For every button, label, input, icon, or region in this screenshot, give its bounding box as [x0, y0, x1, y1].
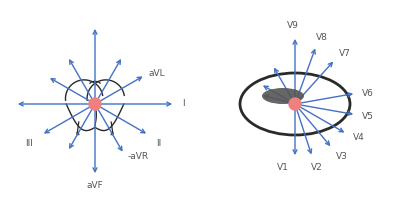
Text: aVL: aVL: [149, 68, 166, 78]
Text: V1: V1: [277, 163, 289, 172]
Text: V9: V9: [287, 21, 299, 31]
Text: V3: V3: [336, 152, 348, 161]
Text: I: I: [182, 99, 184, 109]
Circle shape: [289, 98, 301, 110]
Text: V4: V4: [353, 134, 365, 142]
Ellipse shape: [262, 88, 304, 104]
Text: V5: V5: [362, 112, 374, 121]
Text: II: II: [156, 139, 161, 147]
Text: V7: V7: [339, 49, 351, 58]
Text: V6: V6: [362, 89, 374, 98]
Text: aVF: aVF: [87, 182, 103, 191]
Circle shape: [89, 98, 101, 110]
Text: -aVR: -aVR: [128, 152, 148, 161]
Text: III: III: [25, 139, 33, 147]
Text: V8: V8: [316, 33, 328, 42]
Text: V2: V2: [310, 163, 322, 172]
